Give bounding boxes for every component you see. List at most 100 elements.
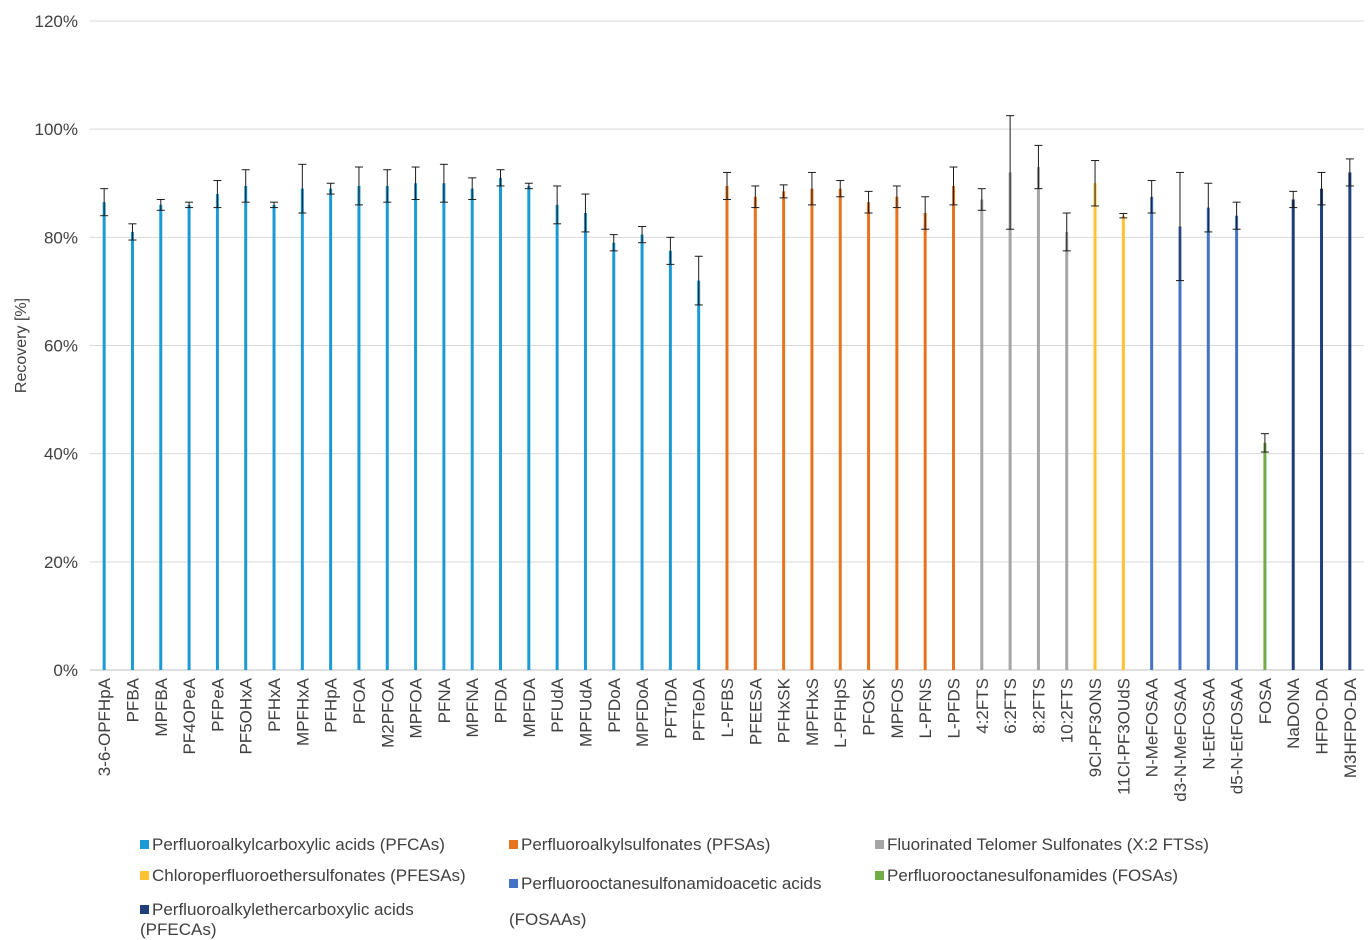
x-tick-label: PFBA [123,677,142,722]
bar [499,177,503,670]
bar [895,196,899,671]
legend-label: Perfluorooctanesulfonamides (FOSAs) [887,866,1179,885]
bar [130,231,134,671]
bar [1178,226,1182,670]
x-tick-label: L-PFDS [944,678,963,738]
bar [838,188,842,671]
bar [215,194,219,671]
x-tick-label: PFDoA [605,677,624,732]
y-tick-label: 60% [44,337,78,356]
bar [612,242,616,670]
chart-area: 0% 20% 40% 60% 80% 100% 120% Recovery [%] 3-6-OP… [13,12,1364,802]
x-tick-label: 6:2FTS [1001,678,1020,734]
bar [1008,172,1012,670]
legend-swatch [875,840,884,849]
x-tick-label: MPFNA [463,677,482,737]
bar [782,191,786,671]
bar [1348,172,1352,670]
bar [414,183,418,670]
legend-label: Perfluorooctanesulfonamidoacetic acids (… [509,874,822,929]
recovery-bar-chart: 0% 20% 40% 60% 80% 100% 120% Recovery [%] 3-6-OP… [13,12,1364,802]
legend-label: Fluorinated Telomer Sulfonates (X:2 FTSs… [887,835,1209,854]
legend-item-pfesas: Chloroperfluoroethersulfonates (PFESAs) [140,866,466,886]
y-tick-label: 0% [53,661,78,680]
y-tick-label: 20% [44,553,78,572]
y-tick-label: 100% [35,120,78,139]
x-tick-label: 10:2FTS [1058,678,1077,743]
legend-item-fosas: Perfluorooctanesulfonamides (FOSAs) [875,866,1178,886]
x-tick-label: PF5OHxA [237,677,256,754]
x-tick-label: MPFOA [407,677,426,738]
x-tick-label: MPFDoA [633,677,652,747]
bar [951,185,955,670]
x-tick-label: MPFBA [152,677,171,736]
bar [527,185,531,670]
bar [300,188,304,671]
bar [1121,215,1125,670]
x-tick-label: 3-6-OPFHpA [95,677,114,776]
bar [385,185,389,670]
bar [1291,199,1295,670]
legend-item-pfcas: Perfluoroalkylcarboxylic acids (PFCAs) [140,835,445,855]
bar [1036,167,1040,670]
legend-swatch [140,871,149,880]
x-tick-label: N-MeFOSAA [1143,677,1162,777]
bar [329,188,333,671]
x-tick-label: PF4OPeA [180,677,199,754]
x-tick-label: MPFUdA [576,677,595,747]
legend-label: Perfluoroalkylcarboxylic acids (PFCAs) [152,835,445,854]
bar [753,196,757,671]
x-tick-label: 4:2FTS [973,678,992,734]
bar [1263,442,1267,670]
bar [442,183,446,670]
x-tick-label: 8:2FTS [1029,678,1048,734]
legend-swatch [140,840,149,849]
x-tick-label: d5-N-EtFOSAA [1228,677,1247,794]
x-tick-label: L-PFHpS [831,678,850,748]
y-tick-label: 120% [35,12,78,31]
legend-item-pfsas: Perfluoroalkylsulfonates (PFSAs) [509,835,770,855]
x-tick-label: PFHxA [265,677,284,732]
x-tick-label: NaDONA [1284,677,1303,749]
bar [810,188,814,671]
bar [187,204,191,670]
x-tick-label: MPFHxS [803,678,822,746]
bar [272,204,276,670]
bar [357,185,361,670]
bar [470,188,474,671]
x-tick-label: L-PFBS [718,678,737,738]
legend-swatch [509,879,518,888]
x-tick-label: PFHpA [322,677,341,732]
legend-label: Chloroperfluoroethersulfonates (PFESAs) [152,866,466,885]
x-tick-label: PFOA [350,677,369,724]
bar [725,185,729,670]
x-tick-label: PFOSK [860,677,879,735]
bar [640,234,644,671]
bar [867,202,871,670]
bar [923,212,927,670]
legend-swatch [509,840,518,849]
bar [1065,231,1069,671]
legend-item-pfecas: Perfluoroalkylethercarboxylic acids (PFE… [140,900,460,940]
x-tick-label: M3HFPO-DA [1341,677,1360,778]
y-tick-label: 80% [44,228,78,247]
x-tick-label: MPFDA [520,677,539,737]
x-tick-label: PFPeA [208,677,227,732]
x-tick-label: PFHxSK [775,677,794,743]
x-tick-label: N-EtFOSAA [1199,677,1218,769]
bar [1235,215,1239,670]
x-tick-label: PFEESA [746,677,765,745]
x-tick-label: 9Cl-PF3ONS [1086,678,1105,777]
bar [980,199,984,670]
y-axis-title: Recovery [%] [13,298,30,393]
x-tick-label: M2PFOA [378,677,397,748]
x-tick-label: L-PFNS [916,678,935,738]
bar [102,202,106,670]
bar [583,212,587,670]
x-tick-label: 11Cl-PF3OUdS [1114,678,1133,795]
x-tick-label: d3-N-MeFOSAA [1171,677,1190,801]
x-tick-label: PFDA [492,677,511,723]
x-tick-label: PFUdA [548,677,567,732]
legend-label: Perfluoroalkylethercarboxylic acids (PFE… [140,900,414,939]
legend-item-fts: Fluorinated Telomer Sulfonates (X:2 FTSs… [875,835,1209,855]
